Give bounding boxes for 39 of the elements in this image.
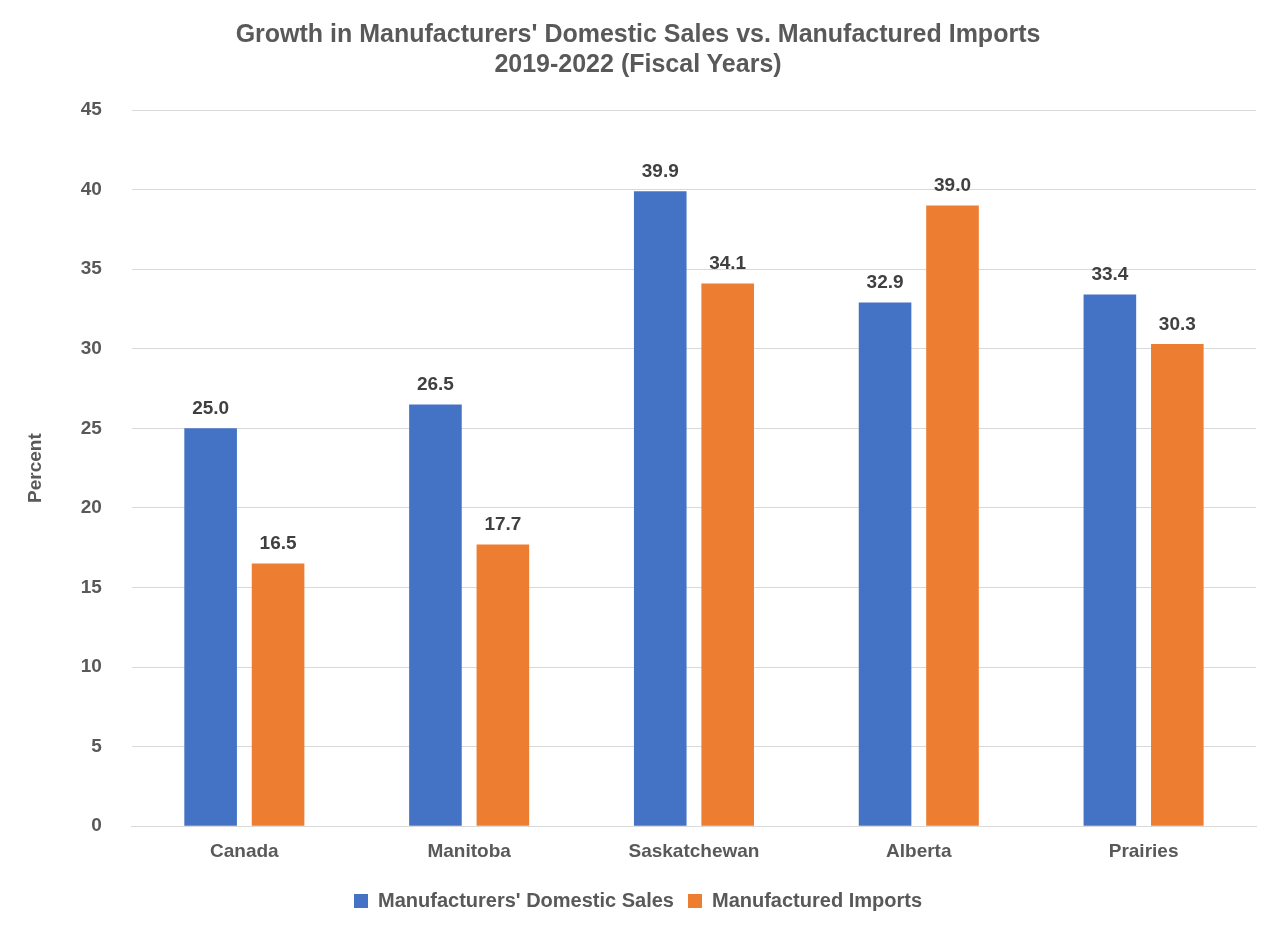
- x-tick-label: Prairies: [1108, 839, 1179, 861]
- data-label: 17.7: [484, 513, 522, 535]
- y-tick-label: 20: [80, 496, 102, 518]
- bar: [409, 404, 462, 826]
- data-label: 39.9: [641, 159, 679, 181]
- y-tick-label: 35: [80, 257, 103, 279]
- y-tick-label: 30: [80, 336, 102, 358]
- y-tick-label: 45: [80, 98, 103, 120]
- legend-label: Manufacturers' Domestic Sales: [378, 888, 674, 911]
- chart-title: Growth in Manufacturers' Domestic Sales vs. Manufactured Imports 2019-2022 (Fiscal Years): [235, 18, 1041, 77]
- data-label: 25.0: [192, 397, 230, 419]
- bar: [251, 563, 305, 826]
- legend-label: Manufactured Imports: [711, 888, 923, 911]
- bar: [184, 428, 237, 826]
- x-tick-label: Alberta: [886, 839, 952, 861]
- y-tick-label: 40: [80, 177, 102, 199]
- x-tick-label: Canada: [210, 839, 280, 861]
- data-label: 39.0: [934, 174, 971, 196]
- y-tick-label: 15: [80, 575, 103, 597]
- x-tick-label: Manitoba: [427, 839, 512, 861]
- data-label: 34.1: [709, 252, 747, 274]
- bar: [633, 191, 687, 826]
- data-label: 30.3: [1158, 312, 1196, 334]
- y-tick-label: 5: [91, 734, 103, 756]
- bar: [476, 544, 530, 826]
- data-label: 16.5: [259, 532, 297, 554]
- data-label: 32.9: [866, 271, 904, 293]
- y-tick-label: 0: [91, 814, 102, 836]
- data-label: 26.5: [416, 373, 455, 395]
- y-tick-label: 10: [80, 655, 102, 677]
- bar: [1083, 294, 1137, 826]
- x-tick-label: Saskatchewan: [628, 839, 760, 861]
- data-label: 33.4: [1091, 263, 1129, 285]
- bar: [701, 283, 754, 826]
- y-tick-label: 25: [80, 416, 103, 438]
- bar: [858, 302, 912, 826]
- bar: [926, 205, 979, 826]
- y-axis-title: Percent: [23, 432, 45, 503]
- bar: [1151, 343, 1204, 826]
